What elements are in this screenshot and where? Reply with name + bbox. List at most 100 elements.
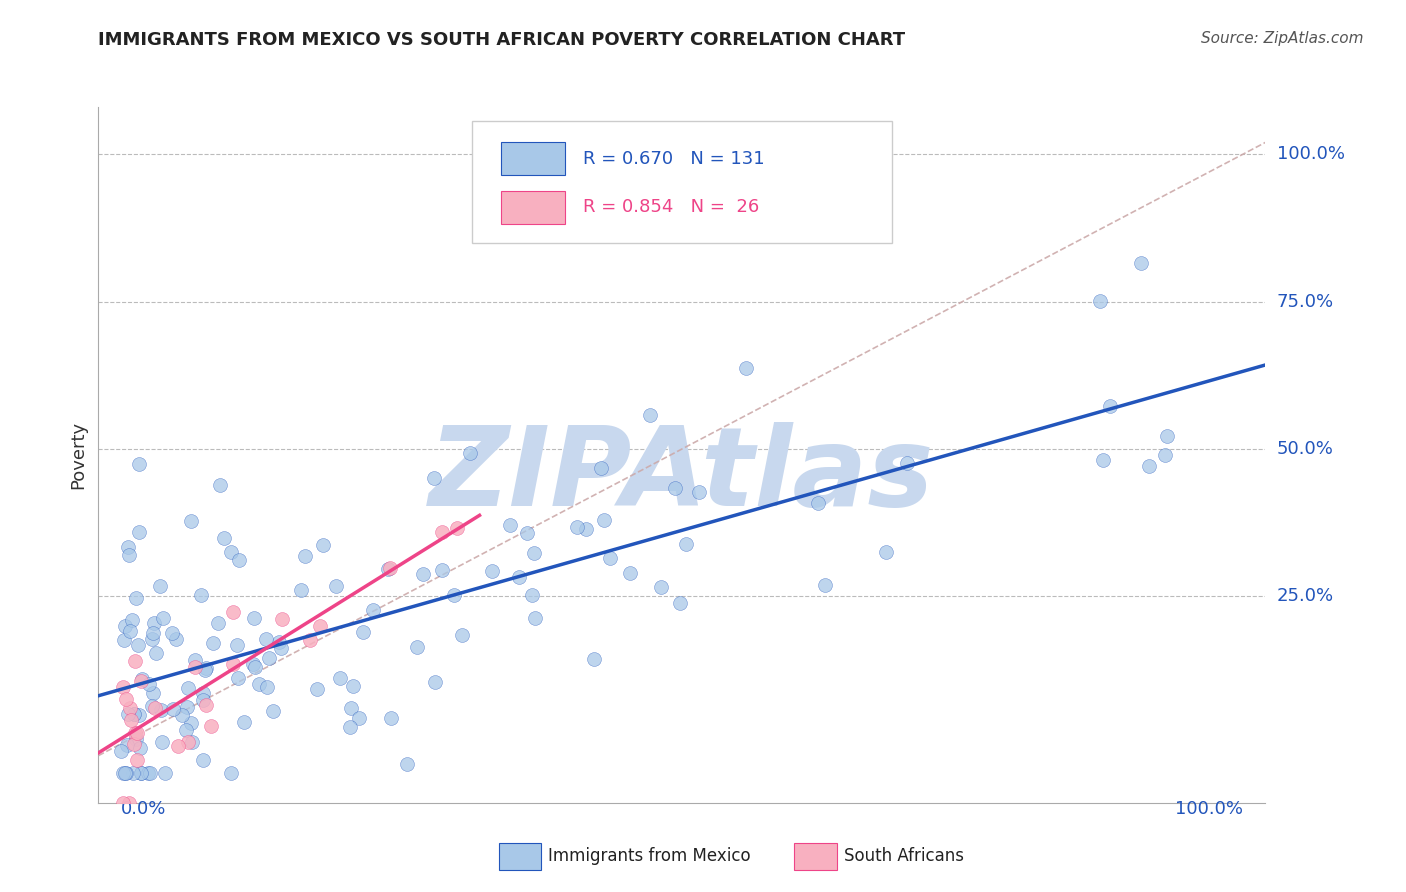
Point [342, 679, 364, 693]
Point [1137, 458, 1160, 473]
Point [1130, 256, 1153, 270]
Point [149, 579, 172, 593]
Point [183, 653, 205, 667]
Point [125, 731, 148, 746]
Point [141, 698, 163, 713]
Point [226, 672, 249, 686]
Point [194, 663, 217, 677]
Point [1088, 293, 1111, 308]
Point [242, 657, 264, 671]
Point [207, 615, 229, 630]
Point [112, 632, 135, 647]
Point [305, 681, 328, 696]
Point [446, 521, 468, 535]
Point [214, 532, 236, 546]
Point [1091, 452, 1114, 467]
Point [430, 524, 453, 539]
Point [180, 716, 202, 731]
Point [117, 706, 139, 721]
Text: ZIPAtlas: ZIPAtlas [429, 422, 935, 529]
Point [128, 707, 150, 722]
Point [114, 619, 136, 633]
Point [125, 591, 148, 606]
Text: 75.0%: 75.0% [1277, 293, 1334, 310]
Point [118, 549, 141, 563]
Point [127, 753, 149, 767]
Point [129, 741, 152, 756]
Point [124, 706, 146, 721]
Point [138, 677, 160, 691]
Point [734, 360, 756, 375]
Point [575, 522, 598, 536]
Text: 50.0%: 50.0% [1277, 440, 1333, 458]
Point [228, 553, 250, 567]
Point [565, 520, 588, 534]
Text: Source: ZipAtlas.com: Source: ZipAtlas.com [1201, 31, 1364, 46]
Point [128, 458, 150, 472]
Point [325, 579, 347, 593]
Point [191, 693, 214, 707]
Point [638, 408, 661, 422]
Point [312, 538, 335, 552]
Point [166, 739, 188, 753]
Point [193, 753, 215, 767]
Point [150, 735, 173, 749]
Text: 100.0%: 100.0% [1175, 800, 1243, 818]
Point [180, 734, 202, 748]
Text: 0.0%: 0.0% [121, 800, 166, 818]
Point [247, 677, 270, 691]
Point [136, 766, 159, 780]
Point [339, 720, 361, 734]
Point [124, 726, 146, 740]
Point [128, 525, 150, 540]
Point [162, 702, 184, 716]
Point [522, 588, 544, 602]
Point [142, 625, 165, 640]
Point [114, 766, 136, 780]
Point [508, 570, 530, 584]
Text: 100.0%: 100.0% [1277, 145, 1344, 163]
Point [122, 738, 145, 752]
Point [650, 580, 672, 594]
Point [117, 540, 139, 554]
Point [176, 699, 198, 714]
Point [243, 660, 266, 674]
Point [145, 646, 167, 660]
Point [328, 671, 350, 685]
Point [233, 715, 256, 730]
Point [256, 681, 278, 695]
Point [254, 632, 277, 646]
Point [200, 718, 222, 732]
Point [270, 640, 292, 655]
Point [412, 567, 434, 582]
Point [257, 651, 280, 665]
Point [201, 636, 224, 650]
Point [222, 657, 245, 672]
Text: 25.0%: 25.0% [1277, 588, 1334, 606]
Point [121, 713, 143, 727]
Point [129, 674, 152, 689]
Text: IMMIGRANTS FROM MEXICO VS SOUTH AFRICAN POVERTY CORRELATION CHART: IMMIGRANTS FROM MEXICO VS SOUTH AFRICAN … [98, 31, 905, 49]
Point [396, 757, 419, 772]
FancyBboxPatch shape [501, 142, 565, 175]
Point [124, 654, 146, 668]
Point [143, 615, 166, 630]
Point [582, 652, 605, 666]
Point [172, 707, 194, 722]
Text: R = 0.670   N = 131: R = 0.670 N = 131 [582, 150, 765, 168]
Point [262, 704, 284, 718]
Point [129, 766, 152, 780]
Point [190, 588, 212, 602]
Point [110, 743, 132, 757]
Point [669, 596, 692, 610]
Point [111, 766, 134, 780]
Point [405, 640, 427, 654]
Point [443, 588, 465, 602]
Point [180, 514, 202, 528]
Point [127, 726, 149, 740]
Point [599, 550, 621, 565]
Point [430, 563, 453, 577]
Point [129, 766, 152, 780]
Point [896, 456, 918, 470]
Point [499, 517, 522, 532]
